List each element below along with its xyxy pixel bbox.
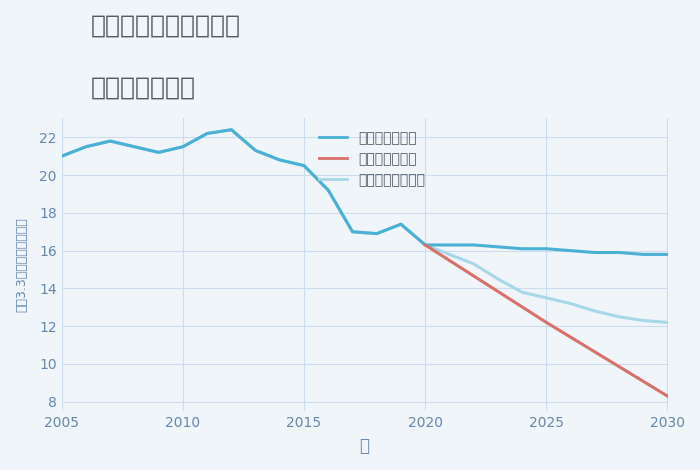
ノーマルシナリオ xyxy=(566,301,575,306)
グッドシナリオ xyxy=(639,251,648,257)
ノーマルシナリオ xyxy=(155,149,163,155)
ノーマルシナリオ xyxy=(664,320,672,325)
ノーマルシナリオ xyxy=(591,308,599,314)
Line: ノーマルシナリオ: ノーマルシナリオ xyxy=(62,130,668,322)
グッドシナリオ xyxy=(372,231,381,236)
ノーマルシナリオ xyxy=(421,242,429,248)
グッドシナリオ xyxy=(445,242,454,248)
グッドシナリオ xyxy=(82,144,90,149)
Y-axis label: 坪（3.3㎡）単価（万円）: 坪（3.3㎡）単価（万円） xyxy=(15,218,28,312)
ノーマルシナリオ xyxy=(106,138,114,144)
グッドシナリオ xyxy=(57,153,66,159)
ノーマルシナリオ xyxy=(251,148,260,153)
ノーマルシナリオ xyxy=(518,290,526,295)
ノーマルシナリオ xyxy=(227,127,235,133)
グッドシナリオ xyxy=(155,149,163,155)
バッドシナリオ xyxy=(421,242,429,248)
グッドシナリオ xyxy=(566,248,575,253)
グッドシナリオ xyxy=(615,250,623,255)
ノーマルシナリオ xyxy=(178,144,187,149)
グッドシナリオ xyxy=(349,229,357,235)
グッドシナリオ xyxy=(324,188,332,193)
ノーマルシナリオ xyxy=(372,231,381,236)
ノーマルシナリオ xyxy=(82,144,90,149)
ノーマルシナリオ xyxy=(300,163,308,168)
Text: 愛知県常滑市森西町の: 愛知県常滑市森西町の xyxy=(91,14,241,38)
ノーマルシナリオ xyxy=(445,251,454,257)
Line: グッドシナリオ: グッドシナリオ xyxy=(62,130,668,254)
Text: 土地の価格推移: 土地の価格推移 xyxy=(91,75,196,99)
ノーマルシナリオ xyxy=(203,131,211,136)
ノーマルシナリオ xyxy=(349,229,357,235)
グッドシナリオ xyxy=(300,163,308,168)
バッドシナリオ xyxy=(542,320,550,325)
X-axis label: 年: 年 xyxy=(360,437,370,455)
グッドシナリオ xyxy=(664,251,672,257)
グッドシナリオ xyxy=(251,148,260,153)
ノーマルシナリオ xyxy=(494,276,502,282)
グッドシナリオ xyxy=(421,242,429,248)
ノーマルシナリオ xyxy=(470,261,478,266)
グッドシナリオ xyxy=(494,244,502,250)
グッドシナリオ xyxy=(591,250,599,255)
グッドシナリオ xyxy=(178,144,187,149)
ノーマルシナリオ xyxy=(276,157,284,163)
ノーマルシナリオ xyxy=(639,318,648,323)
ノーマルシナリオ xyxy=(130,144,139,149)
グッドシナリオ xyxy=(276,157,284,163)
ノーマルシナリオ xyxy=(542,295,550,301)
グッドシナリオ xyxy=(106,138,114,144)
グッドシナリオ xyxy=(518,246,526,251)
ノーマルシナリオ xyxy=(397,221,405,227)
バッドシナリオ xyxy=(664,393,672,399)
グッドシナリオ xyxy=(203,131,211,136)
グッドシナリオ xyxy=(542,246,550,251)
グッドシナリオ xyxy=(227,127,235,133)
グッドシナリオ xyxy=(130,144,139,149)
ノーマルシナリオ xyxy=(324,188,332,193)
ノーマルシナリオ xyxy=(57,153,66,159)
グッドシナリオ xyxy=(397,221,405,227)
Legend: グッドシナリオ, バッドシナリオ, ノーマルシナリオ: グッドシナリオ, バッドシナリオ, ノーマルシナリオ xyxy=(314,125,430,192)
Line: バッドシナリオ: バッドシナリオ xyxy=(425,245,668,396)
グッドシナリオ xyxy=(470,242,478,248)
ノーマルシナリオ xyxy=(615,314,623,320)
